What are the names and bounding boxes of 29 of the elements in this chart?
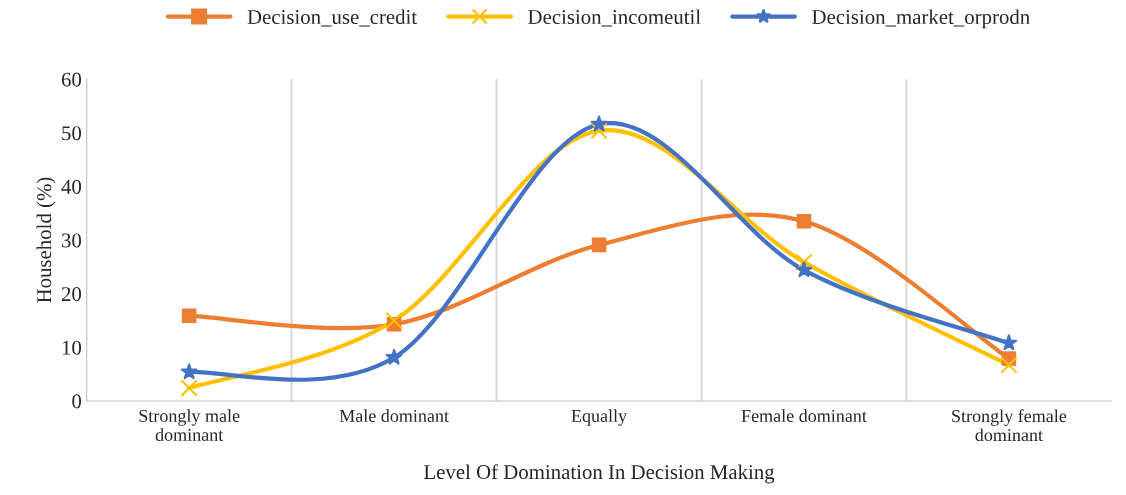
point [591,237,607,253]
point [1000,356,1018,374]
y-tick-label: 20 [61,287,82,302]
y-tick-label: 30 [62,233,82,248]
point [180,379,198,397]
point [180,363,198,380]
point [590,115,608,132]
point [795,253,813,271]
x-tick-label: Female dominant [741,409,867,422]
y-tick-label: 10 [62,340,82,355]
y-tick-label: 0 [72,394,82,409]
point [181,308,197,323]
legend-label: Decision_incomeutil [528,9,701,27]
x-axis-title: Level Of Domination In Decision Making [424,464,775,484]
x-tick-label: Strongly female dominant [952,409,1067,442]
legend-label: Decision_use_credit [247,9,417,27]
y-tick-label: 60 [61,72,82,87]
point [796,214,812,229]
x-tick-label: Equally [571,409,628,426]
point [385,311,403,330]
point [385,348,403,365]
y-axis-title: Household (%) [36,177,56,303]
legend-label: Decision_market_orprodn [812,9,1030,29]
x-tick-label: Strongly male dominant [139,409,240,441]
y-tick-label: 40 [61,179,82,194]
point [590,122,608,140]
point [795,261,813,278]
y-tick-label: 50 [62,126,82,141]
x-tick-label: Male dominant [339,409,449,422]
